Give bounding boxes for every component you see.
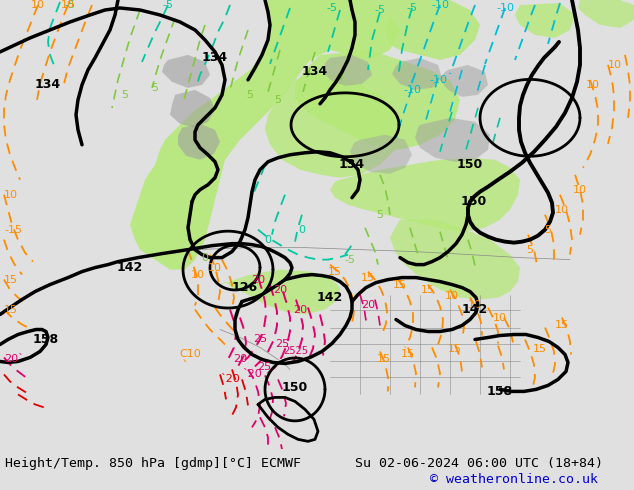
Text: 142: 142 bbox=[117, 261, 143, 274]
Text: 5: 5 bbox=[152, 83, 158, 93]
Text: 10: 10 bbox=[31, 0, 45, 10]
Text: `20: `20 bbox=[220, 374, 240, 385]
Text: 134: 134 bbox=[339, 158, 365, 171]
Text: 15: 15 bbox=[361, 272, 375, 283]
Text: -15: -15 bbox=[4, 224, 22, 235]
Text: © weatheronline.co.uk: © weatheronline.co.uk bbox=[430, 473, 598, 487]
Text: `: ` bbox=[181, 361, 188, 374]
Text: 10: 10 bbox=[61, 0, 75, 10]
Text: 134: 134 bbox=[35, 78, 61, 91]
Polygon shape bbox=[392, 58, 442, 90]
Text: 134: 134 bbox=[302, 65, 328, 78]
Text: 10: 10 bbox=[208, 263, 222, 272]
Text: 5: 5 bbox=[526, 245, 533, 255]
Text: 15: 15 bbox=[401, 349, 415, 360]
Text: 15: 15 bbox=[377, 354, 391, 365]
Text: -5: -5 bbox=[375, 5, 385, 15]
Polygon shape bbox=[370, 0, 480, 60]
Text: 5: 5 bbox=[122, 90, 129, 100]
Polygon shape bbox=[390, 220, 520, 299]
Text: 25: 25 bbox=[257, 363, 271, 372]
Text: -5: -5 bbox=[65, 0, 75, 10]
Text: 20: 20 bbox=[233, 354, 247, 365]
Text: 10: 10 bbox=[4, 190, 18, 200]
Polygon shape bbox=[322, 55, 372, 86]
Text: 5: 5 bbox=[247, 90, 254, 100]
Polygon shape bbox=[265, 70, 400, 178]
Polygon shape bbox=[162, 55, 210, 88]
Text: 15: 15 bbox=[555, 319, 569, 329]
Text: 20`: 20` bbox=[4, 354, 23, 365]
Text: -10: -10 bbox=[429, 75, 447, 85]
Polygon shape bbox=[130, 0, 400, 270]
Text: 0: 0 bbox=[202, 253, 209, 263]
Text: 10: 10 bbox=[468, 299, 482, 310]
Text: 2525: 2525 bbox=[283, 346, 309, 357]
Text: 126: 126 bbox=[232, 281, 258, 294]
Text: 0: 0 bbox=[264, 235, 271, 245]
Polygon shape bbox=[295, 50, 460, 150]
Text: 5: 5 bbox=[377, 210, 384, 220]
Text: -10: -10 bbox=[403, 85, 421, 95]
Text: 15: 15 bbox=[4, 305, 18, 315]
Text: 0: 0 bbox=[299, 224, 306, 235]
Text: 20: 20 bbox=[361, 299, 375, 310]
Text: 10: 10 bbox=[586, 80, 600, 90]
Text: 15: 15 bbox=[421, 285, 435, 294]
Polygon shape bbox=[330, 158, 520, 232]
Polygon shape bbox=[415, 118, 490, 162]
Text: -5: -5 bbox=[344, 255, 356, 265]
Text: 10: 10 bbox=[493, 313, 507, 322]
Text: 15: 15 bbox=[328, 267, 342, 276]
Polygon shape bbox=[170, 90, 215, 128]
Text: 10: 10 bbox=[608, 60, 622, 70]
Text: Su 02-06-2024 06:00 UTC (18+84): Su 02-06-2024 06:00 UTC (18+84) bbox=[355, 457, 603, 470]
Text: 134: 134 bbox=[202, 51, 228, 64]
Polygon shape bbox=[440, 65, 488, 97]
Text: 142: 142 bbox=[462, 303, 488, 316]
Text: 25: 25 bbox=[253, 335, 267, 344]
Polygon shape bbox=[578, 0, 634, 28]
Text: 10: 10 bbox=[191, 270, 205, 280]
Text: -5: -5 bbox=[406, 3, 418, 13]
Polygon shape bbox=[220, 270, 340, 315]
Text: 158: 158 bbox=[33, 333, 59, 346]
Text: 142: 142 bbox=[317, 291, 343, 304]
Text: 15: 15 bbox=[393, 280, 407, 290]
Text: -5: -5 bbox=[327, 3, 337, 13]
Text: 158: 158 bbox=[487, 385, 513, 398]
Text: -5: -5 bbox=[162, 0, 174, 10]
Text: 150: 150 bbox=[461, 195, 487, 208]
Text: 5: 5 bbox=[545, 224, 552, 235]
Polygon shape bbox=[350, 135, 412, 174]
Text: 10: 10 bbox=[573, 185, 587, 195]
Text: 150: 150 bbox=[282, 381, 308, 394]
Text: C10: C10 bbox=[179, 349, 201, 360]
Text: -10: -10 bbox=[496, 3, 514, 13]
Text: 15: 15 bbox=[533, 344, 547, 354]
Text: 20: 20 bbox=[293, 305, 307, 315]
Text: 15: 15 bbox=[4, 274, 18, 285]
Text: 5: 5 bbox=[275, 95, 281, 105]
Text: 20: 20 bbox=[251, 274, 265, 285]
Polygon shape bbox=[515, 3, 575, 38]
Text: -10: -10 bbox=[431, 0, 449, 10]
Polygon shape bbox=[178, 124, 220, 160]
Text: 10: 10 bbox=[555, 205, 569, 215]
Text: 15: 15 bbox=[448, 344, 462, 354]
Text: `20: `20 bbox=[242, 369, 262, 379]
Text: Height/Temp. 850 hPa [gdmp][°C] ECMWF: Height/Temp. 850 hPa [gdmp][°C] ECMWF bbox=[5, 457, 301, 470]
Text: 10: 10 bbox=[445, 291, 459, 300]
Text: 25: 25 bbox=[275, 340, 289, 349]
Text: 20: 20 bbox=[273, 285, 287, 294]
Text: 150: 150 bbox=[457, 158, 483, 171]
